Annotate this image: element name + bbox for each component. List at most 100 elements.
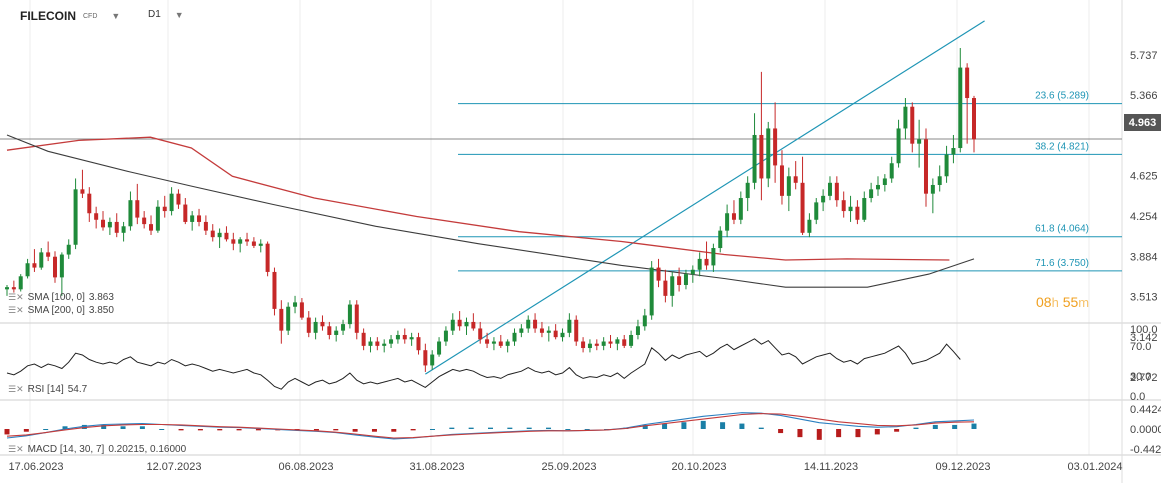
macd-histogram-bar (120, 426, 126, 429)
candle-body (347, 304, 352, 325)
candle (677, 267, 682, 292)
candle-body (73, 189, 78, 245)
candle (416, 332, 421, 355)
candle-body (889, 163, 894, 179)
candle-body (526, 319, 531, 329)
candle (73, 178, 78, 250)
rsi-legend: ☰✕ RSI [14] 54.7 (8, 384, 87, 395)
price-tick-label: 4.625 (1130, 171, 1158, 183)
candle (478, 321, 483, 344)
indicator-settings-icon[interactable]: ☰✕ (8, 305, 24, 315)
candle (697, 252, 702, 277)
candle (505, 339, 510, 353)
macd-histogram-bar (565, 429, 571, 430)
candle-body (827, 182, 832, 196)
candle (190, 211, 195, 231)
candle-body (677, 276, 682, 285)
date-tick-label: 14.11.2023 (804, 461, 858, 473)
candle-body (258, 243, 263, 246)
candle (718, 226, 723, 253)
candle-body (745, 182, 750, 199)
candle-body (341, 324, 346, 331)
candle-body (437, 341, 442, 355)
candle-body (416, 337, 421, 351)
candle (951, 134, 956, 164)
candle-body (862, 198, 867, 220)
timeframe-dropdown-icon[interactable]: ▼ (174, 9, 184, 20)
candle-body (642, 315, 647, 327)
indicator-settings-icon[interactable]: ☰✕ (8, 444, 24, 454)
macd-histogram-bar (217, 429, 223, 431)
macd-histogram-bar (894, 429, 900, 432)
indicator-settings-icon[interactable]: ☰✕ (8, 292, 24, 302)
macd-histogram-bar (101, 424, 107, 429)
candle-body (286, 306, 291, 331)
macd-histogram-bar (720, 422, 726, 429)
candle (293, 295, 298, 314)
candle-body (210, 230, 215, 238)
candle-body (821, 195, 826, 203)
macd-histogram-bar (391, 429, 397, 432)
candle-body (409, 337, 414, 340)
indicator-settings-icon[interactable]: ☰✕ (8, 384, 24, 394)
symbol-dropdown-icon[interactable]: ▼ (111, 11, 121, 21)
candle-body (80, 189, 85, 194)
candle-body (149, 224, 154, 231)
candle (972, 95, 976, 153)
candle (615, 337, 620, 351)
candle (217, 228, 222, 249)
candle-body (937, 176, 942, 185)
candle (395, 330, 400, 344)
candle-body (402, 334, 407, 340)
candle-body (793, 176, 798, 183)
candle-body (834, 182, 839, 201)
date-tick-label: 09.12.2023 (935, 461, 990, 473)
candle-body (622, 339, 627, 346)
candle-body (896, 128, 901, 164)
candle-body (718, 230, 723, 249)
candle (793, 161, 798, 190)
candle (210, 224, 215, 242)
macd-histogram-bar (313, 429, 319, 431)
candle-body (66, 244, 71, 255)
macd-line (6, 412, 975, 440)
macd-histogram-bar (662, 423, 668, 429)
candle-body (910, 106, 915, 144)
candle-body (121, 226, 126, 233)
candle-body (430, 354, 435, 366)
candle-body (169, 193, 174, 212)
candle (272, 267, 277, 316)
candle-body (629, 334, 634, 346)
candle-body (94, 213, 99, 220)
candle (807, 213, 812, 238)
macd-histogram-bar (449, 427, 455, 429)
candle-body (779, 165, 784, 196)
macd-histogram-bar (952, 424, 958, 429)
candle (944, 145, 949, 183)
candle (313, 317, 318, 340)
timeframe-selector[interactable]: D1 ▼ (148, 9, 184, 20)
candle (39, 248, 44, 270)
candle-body (759, 134, 764, 179)
candle (711, 243, 716, 272)
candle-body (217, 232, 222, 238)
candle (238, 237, 243, 253)
candle (347, 300, 352, 329)
symbol-selector[interactable]: FILECOIN CFD ▼ (20, 9, 120, 23)
candle (389, 334, 394, 349)
candle-body (155, 206, 160, 231)
candle (800, 156, 805, 235)
candle-body (251, 241, 256, 246)
candle (649, 261, 654, 320)
candle-body (101, 219, 106, 228)
macd-histogram-bar (236, 429, 242, 431)
macd-histogram-bar (913, 427, 919, 429)
candle-body (197, 215, 202, 222)
rsi-tick-label: 0.0 (1130, 391, 1145, 403)
date-tick-label: 17.06.2023 (8, 461, 63, 473)
fib-level-label: 38.2 (4.821) (1035, 141, 1089, 152)
rsi-panel: 100.0 70.0 30.0 0.0 (6, 324, 1158, 403)
candle-body (485, 339, 490, 344)
